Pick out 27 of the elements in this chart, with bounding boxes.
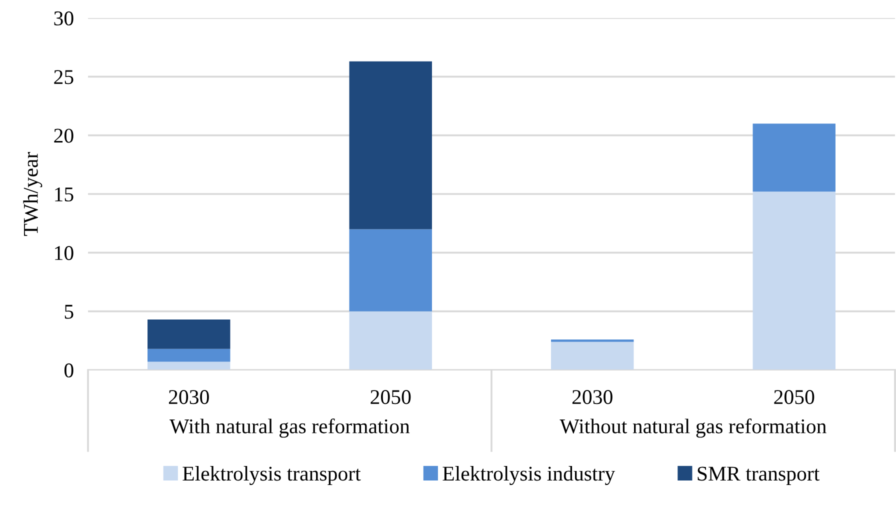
text: With natural gas reformation	[170, 418, 410, 438]
bar	[752, 192, 836, 370]
legend-label: Elektrolysis transport	[182, 466, 361, 486]
text: Without natural gas reformation	[560, 418, 826, 438]
y-tick-label: 30	[54, 11, 74, 26]
y-tick-label: 20	[54, 128, 74, 143]
x-tick-label: 2050	[370, 390, 411, 404]
bar	[148, 320, 230, 349]
legend-label: SMR transport	[698, 466, 820, 485]
bar	[752, 124, 836, 192]
y-tick-label: 15	[55, 187, 74, 202]
bar	[148, 362, 230, 370]
y-tick-label: 0	[64, 363, 74, 378]
bar	[551, 342, 634, 370]
y-tick-label: 5	[64, 304, 74, 319]
x-tick-label: 2050	[774, 390, 814, 404]
y-tick-label: 25	[54, 70, 74, 84]
bar	[551, 339, 634, 342]
bar	[349, 311, 432, 370]
y-axis-title: TWh/year	[23, 152, 42, 236]
legend-label: Elektrolysis industry	[442, 466, 616, 486]
y-tick-label: 10	[55, 246, 74, 260]
bar	[148, 348, 230, 362]
bar	[349, 229, 432, 312]
bar	[349, 61, 432, 230]
x-tick-label: 2030	[168, 390, 209, 404]
x-tick-label: 2030	[572, 390, 612, 404]
